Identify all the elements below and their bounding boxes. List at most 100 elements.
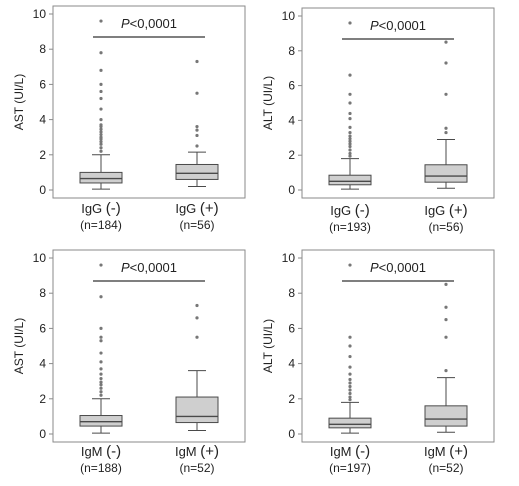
- y-tick-label: 2: [39, 148, 46, 162]
- p-value-label: P<0,0001: [370, 18, 426, 33]
- outlier-point: [195, 335, 199, 339]
- outlier-point: [348, 73, 352, 77]
- y-tick-label: 2: [288, 148, 295, 162]
- outlier-point: [99, 51, 103, 55]
- outlier-point: [99, 123, 103, 127]
- y-tick-label: 0: [39, 183, 46, 197]
- sample-size-label: (n=197): [329, 461, 371, 475]
- outlier-point: [444, 369, 448, 373]
- outlier-point: [348, 372, 352, 376]
- outlier-point: [348, 92, 352, 96]
- y-tick-label: 10: [282, 251, 296, 265]
- outlier-point: [195, 133, 199, 138]
- sample-size-label: (n=52): [179, 461, 214, 475]
- iqr-box: [424, 405, 468, 427]
- box-positive: [175, 303, 219, 431]
- outlier-point: [195, 125, 199, 129]
- iqr-box: [328, 417, 372, 429]
- outlier-point: [348, 263, 352, 267]
- outlier-point: [195, 59, 199, 64]
- outlier-point: [444, 40, 448, 44]
- y-tick-label: 4: [39, 113, 46, 127]
- outlier-point: [99, 386, 103, 390]
- outlier-point: [348, 134, 352, 138]
- outlier-point: [348, 21, 352, 25]
- outlier-point: [99, 82, 103, 86]
- category-label: IgG (+): [175, 200, 218, 217]
- outlier-point: [348, 388, 352, 392]
- y-tick-label: 6: [288, 321, 295, 335]
- box-positive: [424, 40, 468, 189]
- box-negative: [328, 21, 372, 190]
- y-tick-label: 4: [288, 357, 295, 371]
- outlier-point: [195, 316, 199, 320]
- outlier-point: [348, 117, 352, 121]
- outlier-point: [348, 354, 352, 359]
- outlier-point: [99, 132, 103, 137]
- outlier-point: [99, 68, 103, 72]
- outlier-point: [99, 380, 103, 384]
- outlier-point: [99, 393, 103, 397]
- outlier-point: [444, 282, 448, 286]
- y-tick-label: 2: [288, 392, 295, 406]
- outlier-point: [195, 303, 199, 308]
- y-tick-label: 6: [39, 321, 46, 335]
- outlier-point: [348, 365, 352, 369]
- outlier-point: [348, 344, 352, 348]
- outlier-point: [99, 130, 103, 134]
- outlier-point: [99, 135, 103, 139]
- y-tick-label: 8: [39, 42, 46, 56]
- outlier-point: [348, 101, 352, 105]
- y-tick-label: 6: [39, 77, 46, 91]
- outlier-point: [99, 383, 103, 387]
- outlier-point: [99, 376, 103, 381]
- boxplot-panel-2: 0 2 4 6 8 10 ALT (UI/L) P<0,0001 IgG (-)(n=193) I…: [261, 7, 495, 234]
- outlier-point: [195, 144, 199, 148]
- outlier-point: [99, 140, 103, 144]
- y-tick-label: 8: [39, 286, 46, 300]
- y-tick-label: 8: [288, 44, 295, 58]
- outlier-point: [99, 372, 103, 376]
- y-axis-label: ALT (UI/L): [261, 76, 275, 130]
- sample-size-label: (n=184): [80, 218, 122, 232]
- y-tick-label: 0: [288, 427, 295, 441]
- outlier-point: [99, 263, 103, 267]
- outlier-point: [99, 118, 103, 122]
- p-value-label: P<0,0001: [370, 260, 426, 275]
- y-tick-label: 4: [288, 113, 295, 127]
- outlier-point: [444, 318, 448, 322]
- y-tick-label: 0: [288, 183, 295, 197]
- outlier-point: [99, 360, 103, 364]
- outlier-point: [444, 92, 448, 96]
- outlier-point: [348, 154, 352, 158]
- outlier-point: [348, 151, 352, 156]
- outlier-point: [348, 384, 352, 389]
- y-axis-label: AST (UI/L): [12, 74, 26, 130]
- outlier-point: [348, 130, 352, 135]
- category-label: IgM (-): [81, 443, 121, 460]
- category-label: IgM (-): [330, 443, 370, 460]
- y-axis-label: ALT (UI/L): [261, 319, 275, 373]
- outlier-point: [444, 130, 448, 135]
- sample-size-label: (n=56): [428, 220, 463, 234]
- plot-frame: [52, 5, 246, 199]
- iqr-box: [79, 171, 123, 184]
- outlier-point: [444, 61, 448, 65]
- y-axis-label: AST (UI/L): [12, 318, 26, 374]
- box-negative: [328, 263, 372, 434]
- plot-frame: [52, 249, 246, 443]
- sample-size-label: (n=193): [329, 220, 371, 234]
- iqr-box: [175, 163, 219, 180]
- outlier-point: [348, 142, 352, 146]
- outlier-point: [99, 351, 103, 355]
- p-value-label: P<0,0001: [121, 16, 177, 31]
- outlier-point: [99, 19, 103, 23]
- y-tick-label: 6: [288, 79, 295, 93]
- y-tick-label: 10: [33, 251, 47, 265]
- y-tick-label: 8: [288, 286, 295, 300]
- iqr-box: [328, 174, 372, 186]
- box-positive: [175, 59, 219, 187]
- sample-size-label: (n=52): [428, 461, 463, 475]
- outlier-point: [99, 390, 103, 394]
